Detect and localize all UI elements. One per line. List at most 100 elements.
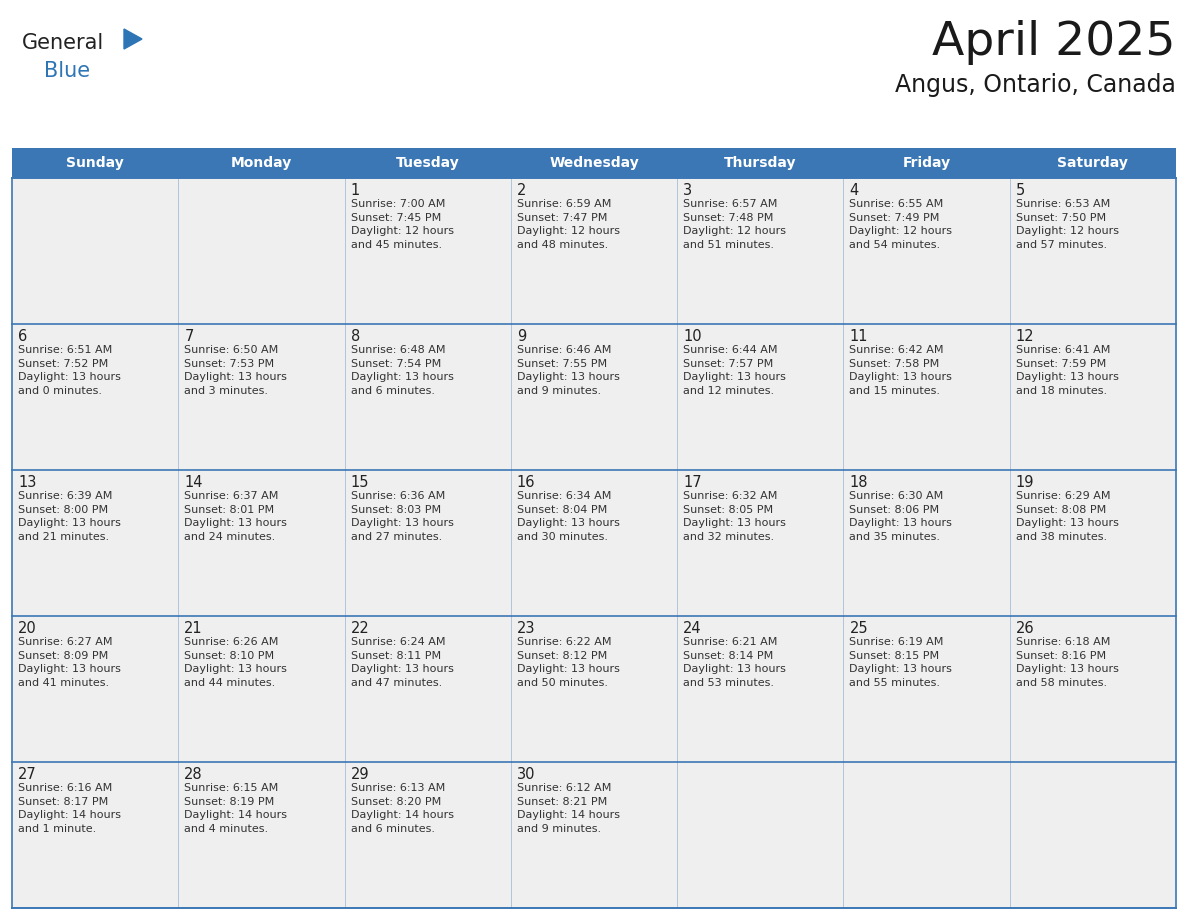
Text: Monday: Monday [230, 156, 292, 170]
Text: Sunrise: 6:42 AM
Sunset: 7:58 PM
Daylight: 13 hours
and 15 minutes.: Sunrise: 6:42 AM Sunset: 7:58 PM Dayligh… [849, 345, 953, 396]
Bar [178, 762, 345, 908]
Text: 15: 15 [350, 475, 369, 490]
Bar [1010, 324, 1176, 470]
Text: 17: 17 [683, 475, 702, 490]
Bar [1010, 762, 1176, 908]
Bar [511, 324, 677, 470]
Text: Sunrise: 6:39 AM
Sunset: 8:00 PM
Daylight: 13 hours
and 21 minutes.: Sunrise: 6:39 AM Sunset: 8:00 PM Dayligh… [18, 491, 121, 542]
Bar [345, 148, 511, 178]
Text: 29: 29 [350, 767, 369, 782]
Bar [677, 178, 843, 324]
Text: 11: 11 [849, 329, 868, 344]
Text: 3: 3 [683, 183, 693, 198]
Text: 9: 9 [517, 329, 526, 344]
Bar [12, 178, 178, 324]
Text: Sunrise: 6:15 AM
Sunset: 8:19 PM
Daylight: 14 hours
and 4 minutes.: Sunrise: 6:15 AM Sunset: 8:19 PM Dayligh… [184, 783, 287, 834]
Text: Friday: Friday [903, 156, 950, 170]
Bar [843, 148, 1010, 178]
Text: 7: 7 [184, 329, 194, 344]
Text: Sunrise: 6:57 AM
Sunset: 7:48 PM
Daylight: 12 hours
and 51 minutes.: Sunrise: 6:57 AM Sunset: 7:48 PM Dayligh… [683, 199, 786, 250]
Text: Saturday: Saturday [1057, 156, 1129, 170]
Text: Sunrise: 6:29 AM
Sunset: 8:08 PM
Daylight: 13 hours
and 38 minutes.: Sunrise: 6:29 AM Sunset: 8:08 PM Dayligh… [1016, 491, 1119, 542]
Text: 1: 1 [350, 183, 360, 198]
Text: 30: 30 [517, 767, 536, 782]
Text: 5: 5 [1016, 183, 1025, 198]
Text: Sunrise: 6:26 AM
Sunset: 8:10 PM
Daylight: 13 hours
and 44 minutes.: Sunrise: 6:26 AM Sunset: 8:10 PM Dayligh… [184, 637, 287, 688]
Text: Sunrise: 6:53 AM
Sunset: 7:50 PM
Daylight: 12 hours
and 57 minutes.: Sunrise: 6:53 AM Sunset: 7:50 PM Dayligh… [1016, 199, 1119, 250]
Bar [178, 148, 345, 178]
Text: Sunrise: 6:34 AM
Sunset: 8:04 PM
Daylight: 13 hours
and 30 minutes.: Sunrise: 6:34 AM Sunset: 8:04 PM Dayligh… [517, 491, 620, 542]
Bar [1010, 148, 1176, 178]
Bar [1010, 470, 1176, 616]
Text: 25: 25 [849, 621, 868, 636]
Bar [1010, 616, 1176, 762]
Text: 22: 22 [350, 621, 369, 636]
Text: 8: 8 [350, 329, 360, 344]
Bar [677, 616, 843, 762]
Text: April 2025: April 2025 [933, 20, 1176, 65]
Text: Sunday: Sunday [67, 156, 124, 170]
Bar [677, 324, 843, 470]
Bar [511, 762, 677, 908]
Bar [1010, 178, 1176, 324]
Text: Sunrise: 6:24 AM
Sunset: 8:11 PM
Daylight: 13 hours
and 47 minutes.: Sunrise: 6:24 AM Sunset: 8:11 PM Dayligh… [350, 637, 454, 688]
Text: Sunrise: 6:48 AM
Sunset: 7:54 PM
Daylight: 13 hours
and 6 minutes.: Sunrise: 6:48 AM Sunset: 7:54 PM Dayligh… [350, 345, 454, 396]
Text: 14: 14 [184, 475, 203, 490]
Bar [12, 762, 178, 908]
Bar [843, 762, 1010, 908]
Bar [843, 470, 1010, 616]
Bar [843, 324, 1010, 470]
Text: 28: 28 [184, 767, 203, 782]
Text: Blue: Blue [44, 61, 90, 81]
Polygon shape [124, 29, 143, 49]
Bar [843, 178, 1010, 324]
Text: General: General [23, 33, 105, 53]
Text: 24: 24 [683, 621, 702, 636]
Text: Sunrise: 6:30 AM
Sunset: 8:06 PM
Daylight: 13 hours
and 35 minutes.: Sunrise: 6:30 AM Sunset: 8:06 PM Dayligh… [849, 491, 953, 542]
Bar [178, 178, 345, 324]
Text: 21: 21 [184, 621, 203, 636]
Text: 27: 27 [18, 767, 37, 782]
Bar [677, 762, 843, 908]
Text: Sunrise: 6:41 AM
Sunset: 7:59 PM
Daylight: 13 hours
and 18 minutes.: Sunrise: 6:41 AM Sunset: 7:59 PM Dayligh… [1016, 345, 1119, 396]
Text: Tuesday: Tuesday [396, 156, 460, 170]
Bar [511, 470, 677, 616]
Text: 6: 6 [18, 329, 27, 344]
Text: 23: 23 [517, 621, 536, 636]
Bar [511, 616, 677, 762]
Text: Sunrise: 6:55 AM
Sunset: 7:49 PM
Daylight: 12 hours
and 54 minutes.: Sunrise: 6:55 AM Sunset: 7:49 PM Dayligh… [849, 199, 953, 250]
Text: 12: 12 [1016, 329, 1035, 344]
Text: Sunrise: 6:59 AM
Sunset: 7:47 PM
Daylight: 12 hours
and 48 minutes.: Sunrise: 6:59 AM Sunset: 7:47 PM Dayligh… [517, 199, 620, 250]
Text: Wednesday: Wednesday [549, 156, 639, 170]
Text: Sunrise: 6:51 AM
Sunset: 7:52 PM
Daylight: 13 hours
and 0 minutes.: Sunrise: 6:51 AM Sunset: 7:52 PM Dayligh… [18, 345, 121, 396]
Bar [178, 470, 345, 616]
Bar [843, 616, 1010, 762]
Bar [178, 324, 345, 470]
Text: Sunrise: 6:16 AM
Sunset: 8:17 PM
Daylight: 14 hours
and 1 minute.: Sunrise: 6:16 AM Sunset: 8:17 PM Dayligh… [18, 783, 121, 834]
Text: Sunrise: 6:32 AM
Sunset: 8:05 PM
Daylight: 13 hours
and 32 minutes.: Sunrise: 6:32 AM Sunset: 8:05 PM Dayligh… [683, 491, 786, 542]
Text: 10: 10 [683, 329, 702, 344]
Text: 2: 2 [517, 183, 526, 198]
Text: 19: 19 [1016, 475, 1035, 490]
Bar [677, 470, 843, 616]
Text: 26: 26 [1016, 621, 1035, 636]
Text: 16: 16 [517, 475, 536, 490]
Text: Sunrise: 7:00 AM
Sunset: 7:45 PM
Daylight: 12 hours
and 45 minutes.: Sunrise: 7:00 AM Sunset: 7:45 PM Dayligh… [350, 199, 454, 250]
Bar [12, 148, 178, 178]
Text: Sunrise: 6:27 AM
Sunset: 8:09 PM
Daylight: 13 hours
and 41 minutes.: Sunrise: 6:27 AM Sunset: 8:09 PM Dayligh… [18, 637, 121, 688]
Text: Sunrise: 6:18 AM
Sunset: 8:16 PM
Daylight: 13 hours
and 58 minutes.: Sunrise: 6:18 AM Sunset: 8:16 PM Dayligh… [1016, 637, 1119, 688]
Text: Angus, Ontario, Canada: Angus, Ontario, Canada [895, 73, 1176, 97]
Bar [12, 616, 178, 762]
Bar [12, 470, 178, 616]
Text: Sunrise: 6:44 AM
Sunset: 7:57 PM
Daylight: 13 hours
and 12 minutes.: Sunrise: 6:44 AM Sunset: 7:57 PM Dayligh… [683, 345, 786, 396]
Bar [178, 616, 345, 762]
Text: Sunrise: 6:12 AM
Sunset: 8:21 PM
Daylight: 14 hours
and 9 minutes.: Sunrise: 6:12 AM Sunset: 8:21 PM Dayligh… [517, 783, 620, 834]
Text: 18: 18 [849, 475, 868, 490]
Bar [345, 762, 511, 908]
Bar [12, 324, 178, 470]
Bar [677, 148, 843, 178]
Bar [511, 148, 677, 178]
Text: Sunrise: 6:22 AM
Sunset: 8:12 PM
Daylight: 13 hours
and 50 minutes.: Sunrise: 6:22 AM Sunset: 8:12 PM Dayligh… [517, 637, 620, 688]
Text: 20: 20 [18, 621, 37, 636]
Text: 4: 4 [849, 183, 859, 198]
